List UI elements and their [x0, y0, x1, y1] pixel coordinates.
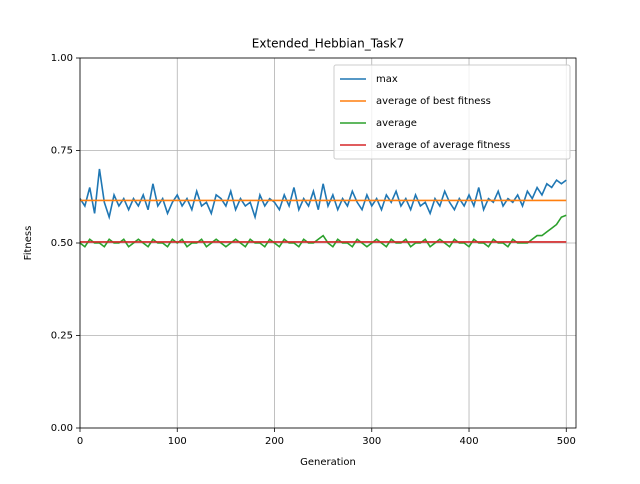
- x-tick-label: 0: [77, 436, 83, 447]
- chart-title: Extended_Hebbian_Task7: [252, 37, 404, 51]
- legend-label: max: [376, 74, 398, 85]
- x-tick-label: 300: [362, 436, 381, 447]
- x-tick-label: 500: [557, 436, 576, 447]
- y-tick-label: 0.25: [51, 331, 73, 342]
- x-tick-label: 200: [265, 436, 284, 447]
- y-tick-label: 0.50: [51, 238, 73, 249]
- y-axis-label: Fitness: [23, 226, 34, 261]
- legend-label: average of best fitness: [376, 96, 491, 107]
- legend-box: [333, 64, 571, 160]
- series-line: [79, 168, 567, 221]
- legend-label: average: [376, 118, 417, 129]
- series-line: [79, 214, 567, 248]
- x-tick-label: 400: [459, 436, 478, 447]
- x-axis-label: Generation: [300, 457, 356, 468]
- legend-label: average of average fitness: [376, 140, 510, 151]
- y-tick-label: 0.75: [51, 146, 73, 157]
- y-tick-label: 0.00: [51, 423, 73, 434]
- plot-frame: [79, 57, 577, 429]
- x-tick-label: 100: [168, 436, 187, 447]
- y-tick-label: 1.00: [51, 53, 73, 64]
